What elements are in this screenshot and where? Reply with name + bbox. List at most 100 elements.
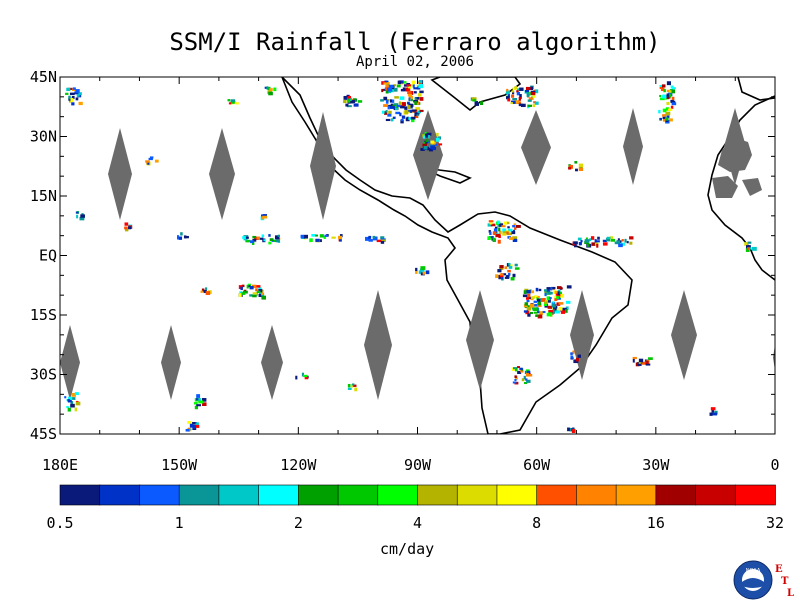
rain-cell [574, 359, 578, 363]
rain-cell [422, 135, 426, 139]
rain-cell [512, 98, 518, 101]
rain-cell [404, 109, 409, 114]
americas-landmass [281, 77, 633, 434]
rain-cell [275, 239, 280, 243]
rain-cell [548, 291, 553, 295]
rain-cell [662, 114, 667, 117]
rain-cell [586, 242, 590, 247]
colorbar-swatch [417, 484, 459, 506]
rain-cell [532, 95, 536, 98]
rain-cell [606, 237, 611, 242]
rain-cell [408, 105, 413, 109]
lat-label: 30N [30, 128, 57, 146]
rain-cell [572, 350, 575, 355]
rain-cell [710, 407, 716, 411]
rain-cell [425, 139, 429, 143]
rain-cell [495, 233, 501, 238]
rain-cell [526, 370, 531, 374]
rain-cell [518, 101, 521, 105]
rain-cell [514, 226, 517, 230]
rain-cell [124, 222, 129, 226]
rain-cell [394, 107, 398, 111]
rain-cell [189, 423, 194, 428]
rain-cell [530, 86, 534, 91]
rain-cell [517, 366, 520, 369]
rain-cell [249, 286, 254, 290]
rain-cell [489, 231, 492, 235]
rain-cell [388, 110, 392, 114]
rain-cell [514, 376, 518, 380]
rain-cell [537, 295, 540, 298]
rain-cell [301, 372, 304, 377]
rain-cell [511, 90, 514, 93]
rain-cell [351, 99, 356, 103]
swath-gap [623, 108, 643, 185]
rain-cell [523, 290, 527, 294]
rain-cell [397, 80, 401, 85]
rain-cell [499, 275, 504, 278]
rain-cell [562, 307, 567, 311]
rain-cell [304, 376, 309, 380]
rain-cell [499, 230, 502, 234]
rain-cell [343, 99, 347, 104]
rain-cell [420, 266, 426, 270]
rain-cell [648, 357, 653, 360]
rain-cell [242, 236, 246, 240]
rain-cell [514, 267, 520, 270]
rain-cell [535, 287, 539, 292]
logo-letter-e: E [775, 564, 783, 575]
rain-cell [526, 297, 529, 300]
longitude-axis: 180E 150W 120W 90W 60W 30W 0 [42, 77, 780, 474]
rain-cell [75, 401, 81, 406]
rain-cell [195, 398, 199, 401]
rain-cell [256, 236, 260, 240]
rain-cell [230, 99, 236, 102]
rain-cell [556, 286, 562, 290]
rain-cell [534, 89, 539, 94]
rain-cell [406, 84, 412, 87]
rain-cell [544, 289, 548, 292]
rain-cell [527, 373, 533, 377]
rain-cell [519, 94, 522, 98]
rain-cell [383, 104, 388, 107]
rain-cell [267, 86, 271, 91]
colorbar-ticks: 0.5 1 2 4 8 16 32 [46, 514, 784, 532]
rain-cell [380, 99, 384, 102]
rain-cell [670, 85, 674, 89]
rain-cell [533, 311, 538, 314]
rain-cell [396, 104, 401, 108]
rain-cell [407, 90, 412, 95]
rain-cell [626, 241, 629, 244]
rain-cell [415, 107, 421, 110]
rain-cell [393, 103, 399, 107]
rain-cell [471, 97, 477, 101]
rain-cell [548, 309, 553, 313]
rain-cell [618, 243, 623, 248]
rain-cell [318, 239, 322, 243]
rain-cell [514, 381, 519, 385]
rain-cell [80, 214, 85, 218]
rain-cell [511, 94, 515, 98]
rain-cell [524, 382, 528, 385]
rain-cell [401, 102, 406, 107]
rain-cell [419, 90, 424, 94]
rain-cell [560, 287, 563, 290]
rain-cell [522, 294, 528, 298]
rain-cell [323, 236, 326, 239]
rain-cell [526, 290, 531, 294]
rain-cell [532, 307, 538, 312]
rain-cell [124, 227, 129, 232]
rain-cell [536, 297, 540, 301]
rain-cell [245, 236, 249, 239]
rain-cell [492, 231, 497, 235]
rain-cell [487, 223, 493, 227]
rain-cell [228, 102, 232, 105]
rain-cell [372, 236, 378, 241]
rain-cell [669, 118, 673, 122]
rain-cell [261, 234, 265, 238]
rain-cell [417, 93, 422, 97]
colorbar-tick-label: 8 [532, 514, 541, 532]
rain-cell [530, 91, 536, 96]
rain-cell [516, 90, 519, 93]
rain-cell [503, 221, 508, 225]
